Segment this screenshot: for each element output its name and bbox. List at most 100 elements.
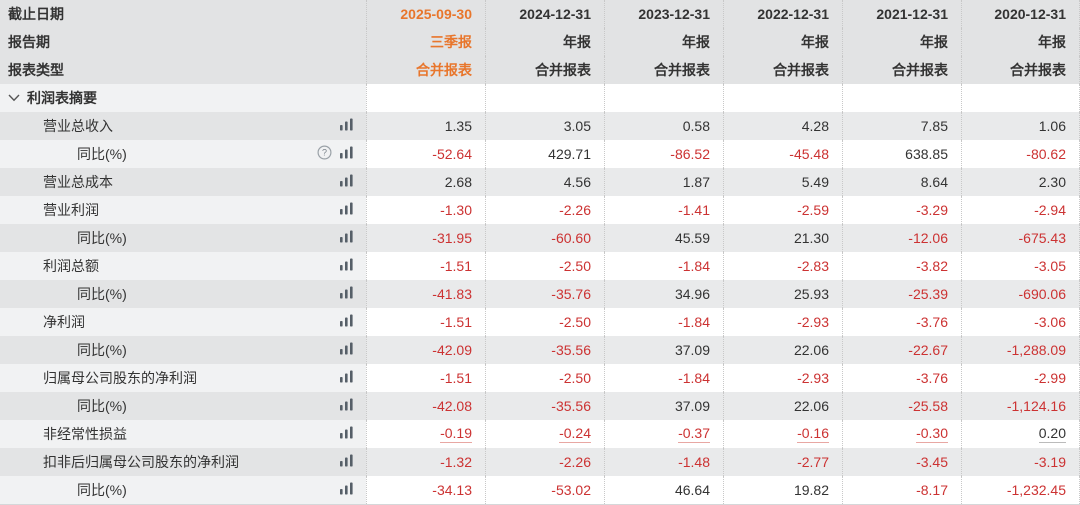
value: -2.77 [797,454,829,470]
table-header: 截止日期 2025-09-30 2024-12-31 2023-12-31 2022-1… [0,0,1080,84]
section-title: 利润表摘要 [27,90,97,106]
value: -8.17 [916,482,948,498]
table-row: 同比(%) -42.09 -35.56 37.09 22.06 -22.67 -1,288.… [0,336,1080,364]
row-label-cell: 利润总额 [0,252,366,280]
value: -1.32 [440,454,472,470]
bar-chart-icon[interactable] [339,454,354,470]
bar-chart-icon[interactable] [339,398,354,414]
table-body: 营业总收入 1.35 3.05 0.58 4.28 7.85 1.06 同比(%)? -52.6… [0,112,1080,504]
value: -3.76 [916,370,948,386]
value-cell: -2.77 [723,448,842,476]
value: -1.51 [440,258,472,274]
value-cell: -3.82 [842,252,961,280]
column-header-cell: 合并报表 [961,56,1080,84]
value-cell: -25.39 [842,280,961,308]
bar-chart-icon[interactable] [339,174,354,190]
row-icons [339,342,354,358]
column-header-cell: 2022-12-31 [723,0,842,28]
bar-chart-icon[interactable] [339,286,354,302]
value-cell: -42.09 [366,336,485,364]
value: 2.30 [1038,174,1066,190]
value: -3.82 [916,258,948,274]
value-cell: -3.29 [842,196,961,224]
table-row: 净利润 -1.51 -2.50 -1.84 -2.93 -3.76 -3.06 [0,308,1080,336]
table-row: 营业总收入 1.35 3.05 0.58 4.28 7.85 1.06 [0,112,1080,140]
value: -2.50 [559,370,591,386]
row-label-cell: 归属母公司股东的净利润 [0,364,366,392]
column-header-cell: 2024-12-31 [485,0,604,28]
value-cell: 21.30 [723,224,842,252]
header-row: 截止日期 2025-09-30 2024-12-31 2023-12-31 2022-1… [0,0,1080,28]
value-cell: -2.83 [723,252,842,280]
value-cell: -0.30 [842,420,961,448]
value: -25.58 [908,398,948,414]
section-empty-cell [723,84,842,112]
value-cell: -3.76 [842,364,961,392]
value-cell: -1.51 [366,364,485,392]
value: -2.26 [559,454,591,470]
bar-chart-icon[interactable] [339,258,354,274]
bar-chart-icon[interactable] [339,342,354,358]
value: 21.30 [793,230,829,246]
value: -35.76 [551,286,591,302]
row-label-cell: 同比(%) [0,280,366,308]
row-label-cell: 同比(%) [0,392,366,420]
value: -2.94 [1034,202,1066,218]
value: -31.95 [432,230,472,246]
section-row-income-statement[interactable]: 利润表摘要 [0,84,1080,112]
value-cell: 429.71 [485,140,604,168]
section-empty-cell [366,84,485,112]
row-label-cell: 营业总成本 [0,168,366,196]
bar-chart-icon[interactable] [339,426,354,442]
value: -35.56 [551,342,591,358]
bar-chart-icon[interactable] [339,370,354,386]
bar-chart-icon[interactable] [339,146,354,162]
value: -1.84 [678,370,710,386]
help-icon[interactable]: ? [317,145,332,163]
bar-chart-icon[interactable] [339,314,354,330]
row-label-cell: 同比(%) [0,476,366,504]
value-cell: -2.93 [723,364,842,392]
row-icons [339,482,354,498]
value-cell: -3.06 [961,308,1080,336]
value: -53.02 [551,482,591,498]
column-header-cell: 年报 [961,28,1080,56]
value: 37.09 [674,398,710,414]
row-label-cell: 营业总收入 [0,112,366,140]
value-cell: 37.09 [604,392,723,420]
bar-chart-icon[interactable] [339,118,354,134]
bar-chart-icon[interactable] [339,482,354,498]
row-label-cell: 同比(%) [0,224,366,252]
value-cell: 22.06 [723,336,842,364]
row-label: 净利润 [43,314,85,330]
value: 1.06 [1038,118,1066,134]
value: 1.35 [444,118,472,134]
value-cell: 5.49 [723,168,842,196]
value: 638.85 [905,146,948,162]
value-cell: -1.30 [366,196,485,224]
value: -42.09 [432,342,472,358]
bar-chart-icon[interactable] [339,230,354,246]
value: 46.64 [674,482,710,498]
value-cell: -2.50 [485,308,604,336]
value-cell: -8.17 [842,476,961,504]
value: 8.64 [920,174,948,190]
value: -0.24 [559,425,591,443]
bar-chart-icon[interactable] [339,202,354,218]
column-header-cell: 年报 [485,28,604,56]
column-header-cell: 合并报表 [842,56,961,84]
row-icons: ? [317,145,354,163]
value-cell: -2.50 [485,252,604,280]
value-cell: -42.08 [366,392,485,420]
chevron-down-icon[interactable] [8,94,20,102]
table-row: 利润总额 -1.51 -2.50 -1.84 -2.83 -3.82 -3.05 [0,252,1080,280]
table-row: 营业利润 -1.30 -2.26 -1.41 -2.59 -3.29 -2.94 [0,196,1080,224]
value: -1.41 [678,202,710,218]
row-icons [339,174,354,190]
value-cell: -690.06 [961,280,1080,308]
value: -1.84 [678,314,710,330]
value-cell: -34.13 [366,476,485,504]
value: -2.59 [797,202,829,218]
row-label: 扣非后归属母公司股东的净利润 [43,454,239,470]
value: -0.37 [678,425,710,443]
